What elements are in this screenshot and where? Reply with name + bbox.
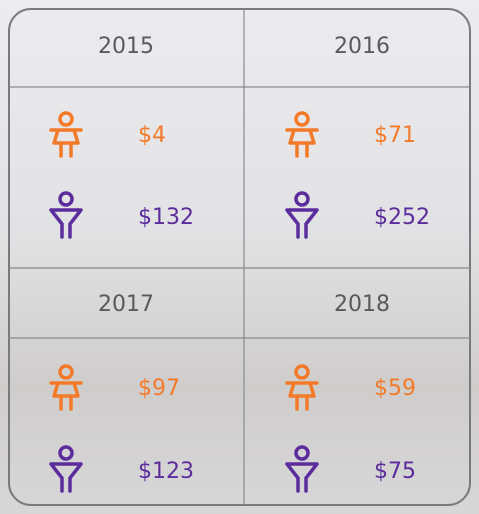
year-label: 2015 bbox=[98, 34, 154, 59]
male-value: $123 bbox=[138, 459, 194, 484]
female-value: $71 bbox=[374, 123, 416, 148]
year-label: 2018 bbox=[334, 292, 390, 317]
male-value: $75 bbox=[374, 459, 416, 484]
female-value: $59 bbox=[374, 376, 416, 401]
female-value: $4 bbox=[138, 123, 166, 148]
infographic: 2015 $4 $132 2016 $71 $252 2017 $97 $123 2018 $59 $… bbox=[0, 0, 479, 514]
background bbox=[0, 0, 479, 514]
year-label: 2016 bbox=[334, 34, 390, 59]
female-value: $97 bbox=[138, 376, 180, 401]
male-value: $132 bbox=[138, 205, 194, 230]
year-label: 2017 bbox=[98, 292, 154, 317]
male-value: $252 bbox=[374, 205, 430, 230]
